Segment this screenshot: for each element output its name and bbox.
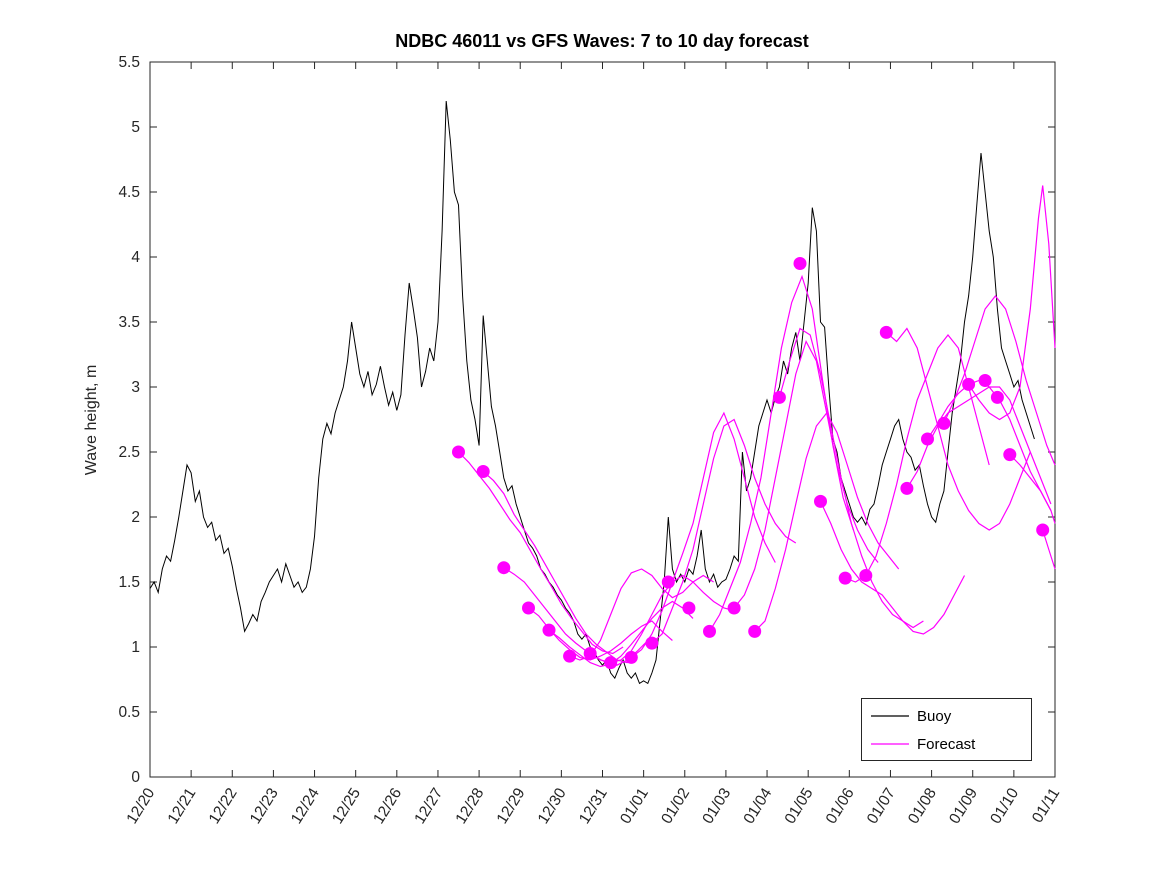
- x-tick-label: 12/24: [288, 785, 323, 827]
- forecast-line: [1009, 454, 1056, 524]
- x-tick-label: 01/11: [1029, 785, 1063, 826]
- x-tick-label: 01/04: [740, 785, 775, 827]
- y-tick-label: 3.5: [118, 314, 140, 331]
- forecast-dot: [921, 432, 934, 446]
- y-tick-label: 4: [131, 249, 140, 266]
- forecast-dot: [624, 650, 638, 664]
- forecast-line: [885, 327, 1031, 531]
- forecast-line: [943, 295, 1056, 466]
- forecast-line: [482, 471, 638, 664]
- x-tick-label: 12/27: [411, 785, 446, 827]
- x-tick-label: 01/06: [823, 785, 858, 827]
- forecast-dot: [962, 377, 976, 391]
- forecast-line: [733, 339, 879, 609]
- x-tick-label: 12/23: [247, 785, 282, 827]
- x-tick-label: 12/29: [494, 785, 529, 827]
- x-tick-label: 12/20: [123, 785, 158, 827]
- y-tick-label: 2.5: [118, 444, 140, 461]
- x-tick-label: 12/22: [206, 785, 241, 827]
- forecast-line: [968, 185, 1056, 421]
- y-tick-label: 1: [131, 639, 140, 656]
- forecast-line: [1042, 529, 1056, 570]
- forecast-dot: [583, 647, 597, 660]
- x-tick-label: 12/28: [453, 785, 488, 827]
- forecast-line: [754, 411, 900, 632]
- x-tick-label: 01/07: [864, 785, 899, 827]
- forecast-line: [651, 418, 797, 644]
- forecast-dot: [978, 374, 992, 387]
- forecast-line: [503, 567, 649, 666]
- axes-box: [149, 61, 1056, 778]
- forecast-dot: [990, 390, 1004, 404]
- forecast-line: [630, 411, 776, 658]
- forecast-dot: [727, 601, 741, 615]
- forecast-line: [906, 386, 1052, 505]
- forecast-dot: [879, 325, 893, 339]
- forecast-line: [708, 274, 854, 632]
- forecast-dot: [645, 636, 659, 650]
- legend: Buoy Forecast: [861, 698, 1032, 761]
- buoy-line: [149, 100, 1035, 685]
- y-tick-label: 1.5: [118, 574, 140, 591]
- forecast-dot: [772, 390, 786, 404]
- y-tick-label: 2: [131, 509, 140, 526]
- x-tick-label: 01/09: [946, 785, 981, 827]
- y-tick-label: 5: [131, 119, 140, 136]
- forecast-dot: [563, 649, 577, 663]
- y-tick-label: 4.5: [118, 184, 140, 201]
- forecast-line: [458, 451, 624, 655]
- forecast-dot: [900, 481, 914, 495]
- legend-forecast-label: Forecast: [917, 736, 976, 753]
- forecast-dot: [1036, 523, 1050, 537]
- y-tick-label: 0: [131, 769, 140, 786]
- x-tick-label: 12/21: [165, 785, 200, 827]
- forecast-dot: [682, 601, 696, 615]
- forecast-line: [778, 327, 924, 629]
- x-tick-label: 12/25: [329, 785, 364, 827]
- x-tick-label: 01/03: [699, 785, 734, 827]
- forecast-dot: [703, 624, 716, 638]
- y-tick-label: 5.5: [118, 54, 140, 71]
- forecast-dot: [838, 571, 852, 585]
- forecast-line: [844, 334, 990, 583]
- x-tick-label: 01/08: [905, 785, 940, 827]
- forecast-line: [926, 379, 1052, 511]
- legend-box: [861, 698, 1032, 761]
- forecast-dot: [793, 257, 807, 270]
- forecast-dot: [859, 569, 873, 582]
- x-tick-label: 01/10: [987, 785, 1022, 827]
- x-tick-label: 12/31: [576, 785, 611, 827]
- forecast-line: [548, 600, 694, 668]
- forecast-dot: [604, 656, 618, 670]
- forecast-dot: [748, 624, 762, 638]
- forecast-dot: [522, 601, 535, 615]
- forecast-dot: [814, 494, 827, 508]
- forecast-dot: [452, 445, 465, 459]
- x-tick-label: 12/30: [535, 785, 570, 827]
- y-tick-label: 3: [131, 379, 140, 396]
- x-tick-label: 01/05: [782, 785, 817, 827]
- y-axis-label: Wave height, m: [83, 365, 100, 476]
- forecast-dot: [542, 623, 556, 637]
- forecast-dot: [661, 575, 675, 589]
- forecast-dot: [1003, 448, 1017, 462]
- forecast-dot: [937, 416, 951, 430]
- forecast-line: [819, 501, 966, 635]
- x-tick-label: 12/26: [370, 785, 405, 827]
- forecast-dot: [476, 465, 490, 478]
- y-tick-label: 0.5: [118, 704, 140, 721]
- legend-buoy-label: Buoy: [917, 708, 952, 725]
- x-tick-label: 01/02: [658, 785, 693, 827]
- x-tick-label: 01/01: [617, 785, 652, 827]
- forecast-dot: [497, 561, 511, 575]
- chart-title: NDBC 46011 vs GFS Waves: 7 to 10 day for…: [395, 31, 809, 51]
